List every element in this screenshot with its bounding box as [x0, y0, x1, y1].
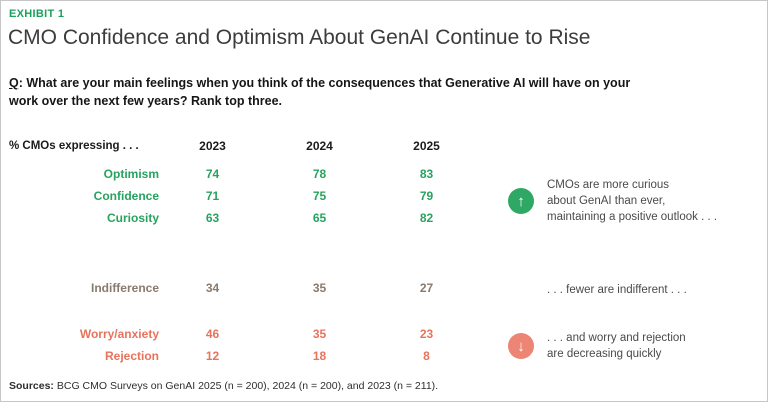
cell-value: 78	[312, 167, 327, 181]
cell-value: 8	[423, 349, 430, 363]
cell-value: 27	[419, 281, 434, 295]
annotation-text: CMOs are more curious about GenAI than e…	[547, 177, 717, 225]
row-label: Worry/anxiety	[79, 327, 159, 341]
year-column-header: 2025	[413, 139, 440, 153]
annotation-negative: ↓ . . . and worry and rejection are decr…	[508, 330, 758, 362]
year-column-header: 2023	[199, 139, 226, 153]
arrow-up-icon: ↑	[508, 188, 534, 215]
row-label: Confidence	[93, 189, 159, 203]
cell-value: 35	[312, 281, 327, 295]
table-row: Rejection 12 18 8	[9, 345, 481, 367]
table-row: Worry/anxiety 46 35 23	[9, 323, 481, 345]
table-row: Indifference 34 35 27	[9, 277, 481, 299]
row-label: Curiosity	[106, 211, 159, 225]
year-column-header: 2024	[306, 139, 333, 153]
cell-value: 82	[419, 211, 434, 225]
cell-value: 74	[205, 167, 220, 181]
cell-value: 83	[419, 167, 434, 181]
sources-prefix: Sources:	[9, 380, 54, 392]
annotation-line: CMOs are more curious	[547, 179, 670, 191]
sources-note: Sources: BCG CMO Surveys on GenAI 2025 (…	[9, 380, 438, 392]
data-table: % CMOs expressing . . . 2023 2024 2025 O…	[9, 137, 481, 367]
survey-question: Q: What are your main feelings when you …	[9, 74, 661, 110]
table-row: Confidence 71 75 79	[9, 185, 481, 207]
cell-value: 63	[205, 211, 220, 225]
annotation-neutral: . . . fewer are indifferent . . .	[547, 282, 757, 298]
page-title: CMO Confidence and Optimism About GenAI …	[8, 26, 591, 49]
annotation-text: . . . and worry and rejection are decrea…	[547, 330, 686, 362]
cell-value: 23	[419, 327, 434, 341]
row-label: Rejection	[104, 349, 159, 363]
cell-value: 34	[205, 281, 220, 295]
cell-value: 18	[312, 349, 327, 363]
cell-value: 46	[205, 327, 220, 341]
annotation-line: . . . fewer are indifferent . . .	[547, 284, 687, 296]
annotation-text: . . . fewer are indifferent . . .	[547, 282, 687, 298]
row-axis-label: % CMOs expressing . . .	[9, 140, 139, 152]
table-row: Curiosity 63 65 82	[9, 207, 481, 229]
annotation-line: maintaining a positive outlook . . .	[547, 211, 718, 224]
sources-text: BCG CMO Surveys on GenAI 2025 (n = 200),…	[53, 380, 439, 392]
arrow-down-icon: ↓	[508, 333, 534, 360]
annotation-line: are decreasing quickly	[547, 348, 662, 361]
cell-value: 35	[312, 327, 327, 341]
cell-value: 75	[312, 189, 327, 203]
cell-value: 12	[205, 349, 220, 363]
row-label: Optimism	[103, 167, 159, 181]
cell-value: 65	[312, 211, 327, 225]
table-header-row: % CMOs expressing . . . 2023 2024 2025	[9, 137, 481, 155]
question-prefix: Q	[9, 76, 19, 90]
annotation-line: . . . and worry and rejection	[547, 332, 686, 344]
table-row: Optimism 74 78 83	[9, 163, 481, 185]
row-label: Indifference	[90, 281, 159, 295]
annotation-positive: ↑ CMOs are more curious about GenAI than…	[508, 177, 758, 225]
question-text: : What are your main feelings when you t…	[9, 76, 631, 109]
annotation-line: about GenAI than ever,	[547, 195, 666, 208]
cell-value: 71	[205, 189, 220, 203]
exhibit-label: EXHIBIT 1	[9, 8, 65, 20]
cell-value: 79	[419, 189, 434, 203]
